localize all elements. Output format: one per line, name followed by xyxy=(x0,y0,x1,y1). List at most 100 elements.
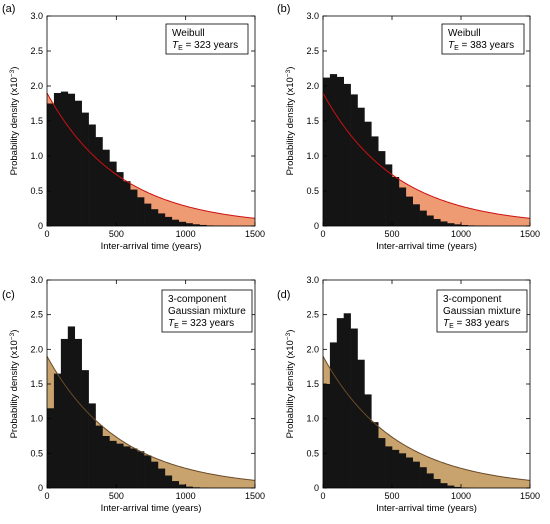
histogram-bar xyxy=(158,213,165,226)
y-tick-label: 0 xyxy=(38,221,43,231)
histogram-bar xyxy=(151,209,158,226)
annotation-value: = 323 years xyxy=(179,318,234,329)
histogram-bar xyxy=(82,370,89,488)
y-axis-label: Probability density (x10−3) xyxy=(9,330,20,439)
histogram-bar xyxy=(96,426,103,488)
y-axis-label-main: Probability density (x10 xyxy=(285,77,296,175)
histogram-bar xyxy=(54,93,61,226)
histogram-bar xyxy=(364,394,371,488)
histogram-bar xyxy=(440,483,447,488)
histogram-bar xyxy=(102,436,109,488)
y-tick-label: 2.0 xyxy=(306,344,319,354)
x-tick-label: 0 xyxy=(320,491,325,501)
histogram-bar xyxy=(385,446,392,488)
annotation-line: TE = 383 years xyxy=(443,318,509,330)
x-tick-label: 1500 xyxy=(245,491,265,501)
histogram-bar xyxy=(109,162,116,226)
histogram-bar xyxy=(440,221,447,226)
annotation-line: Weibull xyxy=(172,28,205,39)
y-tick-label: 0 xyxy=(314,483,319,493)
y-tick-label: 1.0 xyxy=(30,414,43,424)
histogram-bar xyxy=(179,222,186,226)
y-tick-label: 1.0 xyxy=(30,151,43,161)
histogram-bar xyxy=(344,313,351,488)
histogram-bar xyxy=(172,481,179,488)
x-tick-label: 500 xyxy=(109,491,124,501)
histogram-bar xyxy=(358,108,365,226)
histogram-bar xyxy=(54,374,61,488)
histogram-bar xyxy=(399,188,406,227)
histogram-bar xyxy=(323,384,330,488)
x-tick-label: 1000 xyxy=(451,491,471,501)
y-tick-label: 3.0 xyxy=(306,275,319,285)
histogram-bar xyxy=(151,462,158,488)
annotation-line: 3-component xyxy=(168,294,227,305)
y-tick-label: 1.0 xyxy=(306,414,319,424)
y-axis-label-main: Probability density (x10 xyxy=(9,77,20,175)
histogram-bar xyxy=(130,190,137,226)
histogram-bar xyxy=(330,74,337,226)
histogram-bar xyxy=(116,444,123,488)
y-tick-label: 1.0 xyxy=(306,151,319,161)
x-axis-label: Inter-arrival time (years) xyxy=(101,241,202,252)
chart-panel-4: 00.51.01.52.02.53.00 500 1000 1500Inter-arr… xyxy=(277,275,540,514)
y-tick-label: 1.5 xyxy=(306,379,319,389)
histogram-bar xyxy=(358,360,365,488)
histogram-bar xyxy=(137,197,144,226)
chart-panel-2: 00.51.01.52.02.53.00 500 1000 1500Inter-arr… xyxy=(277,3,540,252)
chart-panel-3: 0 0.5 1.0 1.5 2.0 2.5 3.0 0 500 1000 1500 Inter-arr… xyxy=(2,275,265,514)
annotation-value: = 323 years xyxy=(183,40,238,51)
annotation-value: = 383 years xyxy=(454,318,509,329)
panel-label: (a) xyxy=(2,3,15,15)
x-tick-label: 1500 xyxy=(520,491,540,501)
x-tick-label: 1500 xyxy=(520,229,540,239)
y-axis-label-close: ) xyxy=(9,67,20,70)
histogram-bar xyxy=(68,94,75,226)
panel-label: (b) xyxy=(277,3,290,15)
annotation-line: TE = 323 years xyxy=(168,318,234,330)
annotation-line: Weibull xyxy=(448,28,481,39)
y-tick-label: 2.0 xyxy=(30,344,43,354)
histogram-bar xyxy=(47,104,54,227)
annotation-line: TE = 323 years xyxy=(172,40,238,52)
histogram-bar xyxy=(137,451,144,488)
histogram-bar xyxy=(47,408,54,488)
histogram-bar xyxy=(89,125,96,227)
x-tick-label: 1000 xyxy=(451,229,471,239)
x-tick-label: 0 xyxy=(320,229,325,239)
histogram-bar xyxy=(337,77,344,226)
histogram-bar xyxy=(61,92,68,226)
histogram-bar xyxy=(130,448,137,488)
histogram-bar xyxy=(420,211,427,226)
histogram-bar xyxy=(378,151,385,226)
histogram-bar xyxy=(102,150,109,226)
histogram-bar xyxy=(364,122,371,226)
y-tick-label: 0 xyxy=(38,483,43,493)
histogram-bar xyxy=(116,172,123,226)
histogram-bar xyxy=(406,197,413,226)
histogram-bar xyxy=(186,223,193,226)
histogram-bar xyxy=(413,462,420,488)
histogram-bar xyxy=(371,422,378,488)
x-axis-label: Inter-arrival time (years) xyxy=(101,503,202,514)
x-tick-label: 0 xyxy=(44,229,49,239)
histogram-bar xyxy=(68,326,75,488)
y-axis-label: Probability density (x10−3) xyxy=(285,67,296,176)
histogram-bar xyxy=(123,181,130,226)
histogram-bar xyxy=(179,485,186,488)
x-tick-label: 500 xyxy=(109,229,124,239)
x-tick-label: 500 xyxy=(384,229,399,239)
histogram-bar xyxy=(123,446,130,488)
histogram-bar xyxy=(378,438,385,488)
histogram-bar xyxy=(144,204,151,226)
y-tick-label: 1.5 xyxy=(30,379,43,389)
x-tick-label: 1500 xyxy=(245,229,265,239)
histogram-bar xyxy=(371,136,378,226)
histogram-bar xyxy=(158,469,165,488)
histogram-bar xyxy=(433,219,440,226)
histogram-bar xyxy=(447,223,454,226)
y-tick-label: 2.0 xyxy=(30,81,43,91)
histogram-bar xyxy=(427,216,434,227)
panel-label: (c) xyxy=(2,289,15,301)
y-tick-label: 0.5 xyxy=(30,186,43,196)
